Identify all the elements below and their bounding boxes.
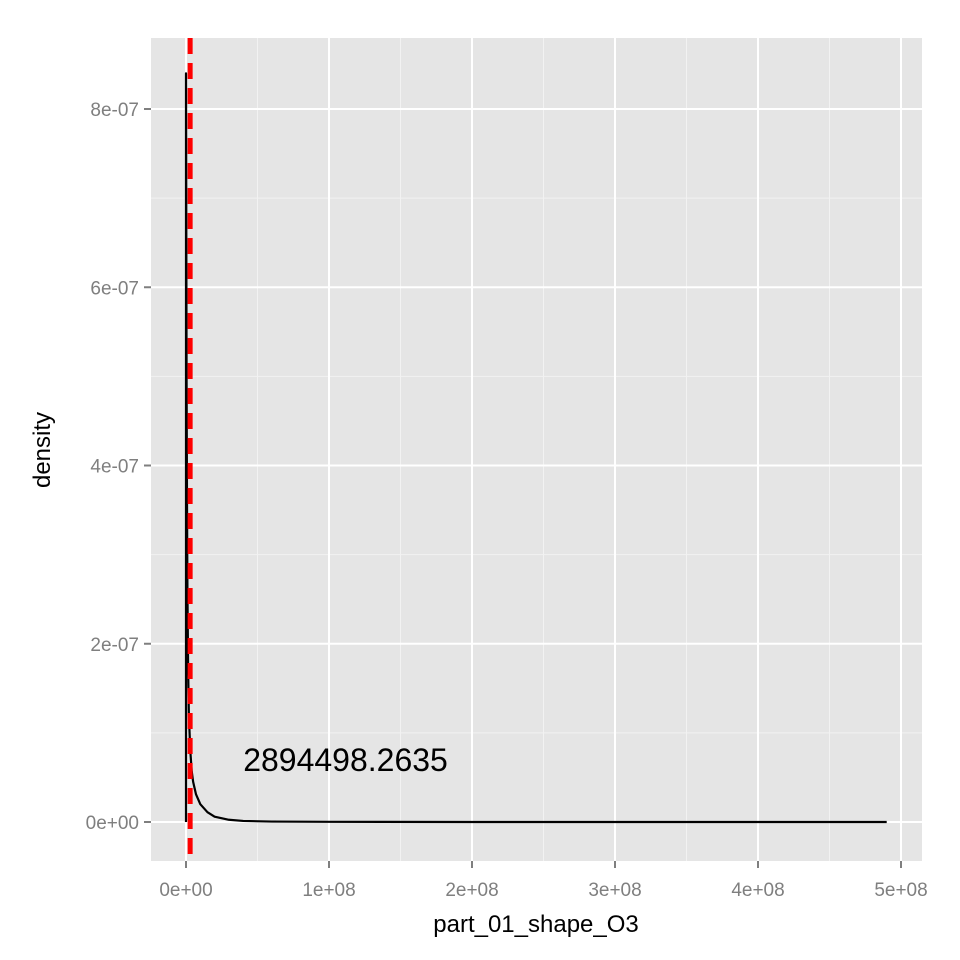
x-axis-title: part_01_shape_O3 — [433, 911, 639, 938]
y-tick-label: 8e-07 — [90, 100, 139, 121]
y-tick-label: 2e-07 — [90, 635, 139, 656]
x-tick-label: 3e+08 — [588, 880, 641, 901]
x-axis-ticks: 0e+00 1e+08 2e+08 3e+08 4e+08 5e+08 — [159, 861, 928, 901]
panel-background — [151, 38, 922, 861]
minor-gridlines — [151, 38, 922, 861]
major-gridlines — [151, 38, 922, 861]
series-group — [184, 72, 887, 824]
x-tick-label: 5e+08 — [874, 880, 927, 901]
x-tick-label: 0e+00 — [159, 880, 212, 901]
x-tick-label: 1e+08 — [302, 880, 355, 901]
y-tick-label: 4e-07 — [90, 457, 139, 478]
y-axis-ticks: 0e+00 2e-07 4e-07 6e-07 8e-07 — [86, 100, 151, 834]
vline-value-annotation: 2894498.2635 — [243, 742, 448, 778]
y-tick-label: 6e-07 — [90, 278, 139, 299]
x-tick-label: 2e+08 — [445, 880, 498, 901]
density-curve — [184, 72, 887, 824]
x-tick-label: 4e+08 — [731, 880, 784, 901]
y-axis-title: density — [29, 412, 56, 488]
y-tick-label: 0e+00 — [86, 813, 139, 834]
